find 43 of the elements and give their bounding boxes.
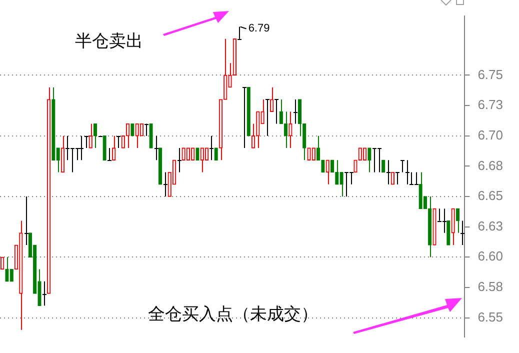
candlestick [293,98,298,124]
y-tick-label: 6.70 [478,127,504,142]
candlestick [340,172,344,198]
candlestick [395,172,400,185]
candlestick [209,135,214,161]
y-tick-label: 6.65 [478,188,504,204]
candlestick [112,135,116,160]
candlestick [5,256,9,282]
y-tick-label: 6.68 [478,158,504,173]
candlestick [288,111,292,148]
candlestick [270,86,274,112]
candlestick [88,123,92,148]
annotation: 半仓卖出 [75,31,143,52]
candlestick [400,160,405,173]
candlestick [79,135,84,161]
candlestick [60,135,65,173]
candlestick [52,86,56,160]
candlestick [163,172,168,198]
y-tick-label: 6.58 [478,279,504,294]
candlestick [242,86,247,148]
candlestick [24,196,29,246]
annotation: 全仓买入点（未成交） [148,304,318,325]
candlestick [42,280,47,306]
y-tick-label: 6.73 [478,97,504,112]
candlestick [218,99,223,161]
candlestick [177,148,182,173]
y-tick-label: 6.60 [478,248,504,264]
candlestick [46,86,51,294]
candlestick [107,148,112,161]
y-tick-label: 6.63 [478,218,504,234]
candlestick [368,148,372,173]
candlestick [386,160,391,185]
y-tick-label: 6.55 [478,309,504,324]
annotation: 6.79 [248,22,270,35]
candlestick [405,160,410,185]
candlestick [224,38,228,100]
candlestick [116,135,121,148]
y-tick-label: 6.75 [478,66,504,82]
candlestick [265,98,270,136]
candlestick [154,135,159,161]
candlestick [144,123,149,136]
candlestick [84,135,89,148]
candlestick [274,98,279,124]
